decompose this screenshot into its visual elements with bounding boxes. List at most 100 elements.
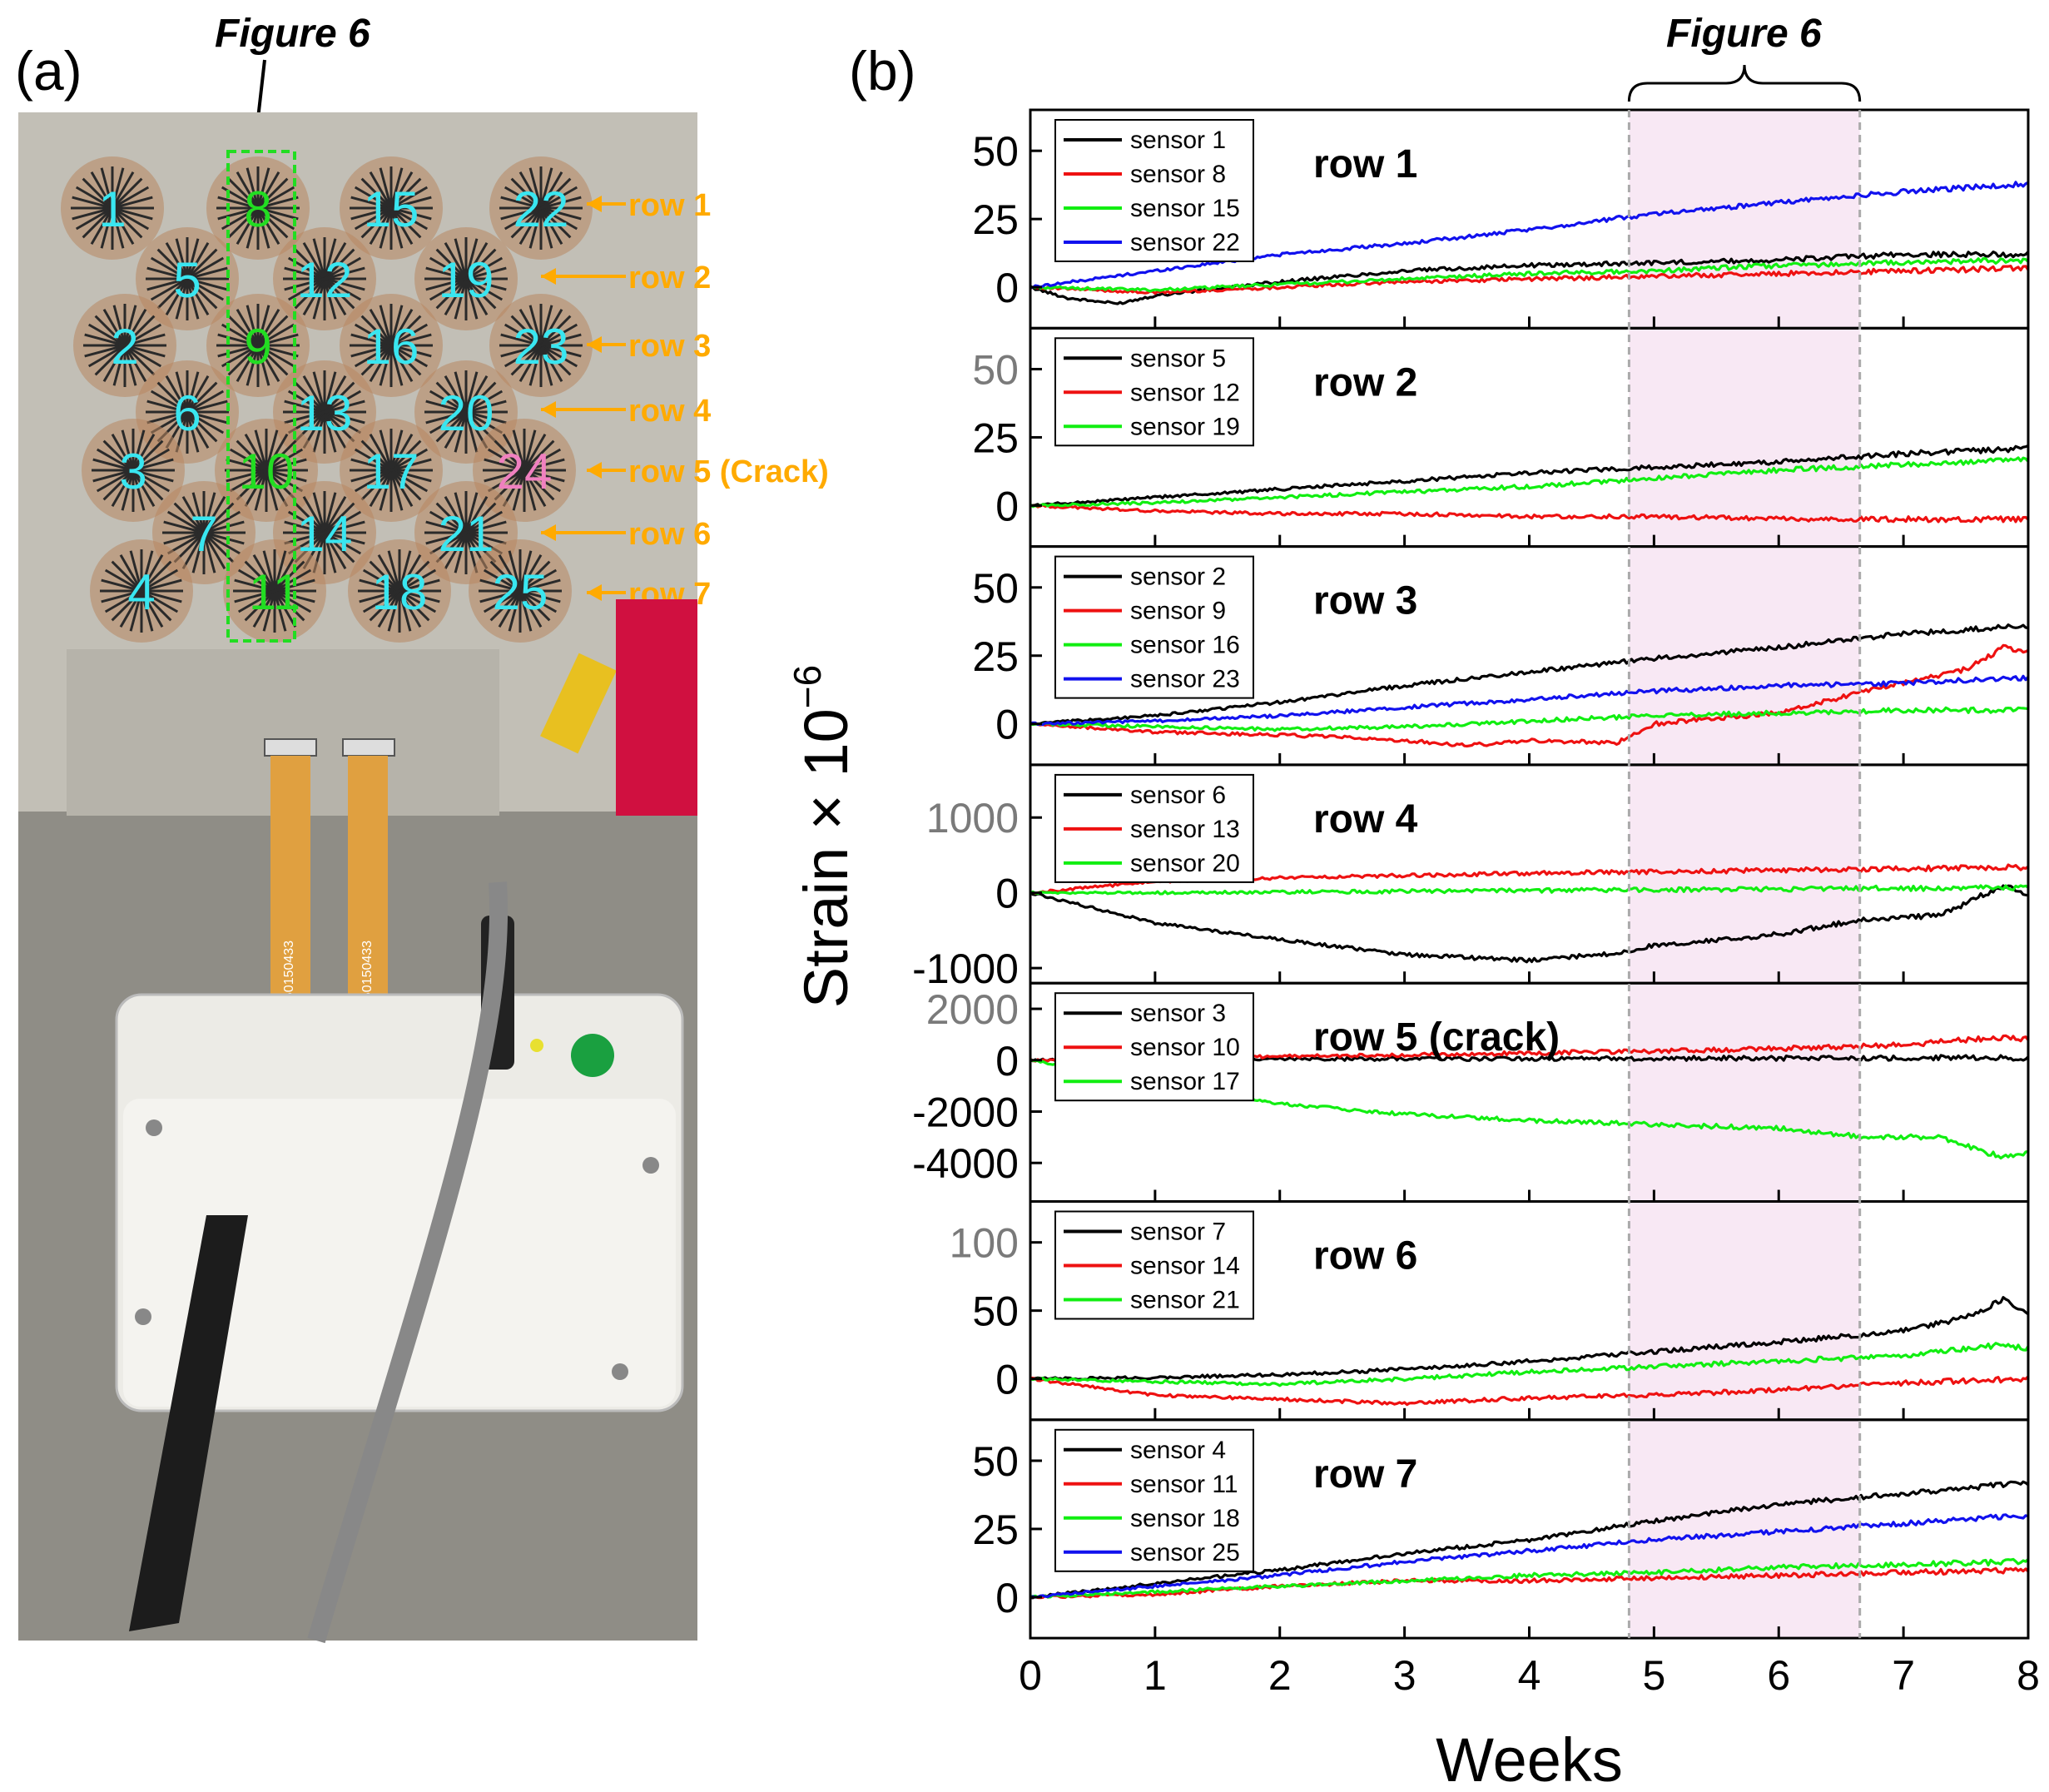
y-tick-label: 25 [972, 196, 1019, 243]
sensor-number: 20 [439, 385, 494, 441]
sensor-gauge-spoke [350, 196, 432, 221]
sensor-gauge-spoke [350, 333, 432, 358]
sensor-pad [489, 294, 593, 397]
y-axis-label-text: Strain × 10 [791, 708, 861, 1008]
sensor-gauge-spoke [359, 578, 440, 603]
y-axis-label: Strain × 10−6 [786, 665, 861, 1008]
legend-entry: sensor 21 [1130, 1287, 1240, 1314]
legend-entry: sensor 7 [1130, 1219, 1226, 1246]
sensor-gauge-spoke [484, 458, 565, 483]
sensor-number: 9 [244, 319, 271, 375]
series-line-sensor-19 [1029, 456, 2030, 509]
legend: sensor 3 sensor 10 sensor 17 [1054, 992, 1254, 1102]
x-tick-label: 7 [1892, 1652, 1915, 1699]
row-panel-3: 50 25 0 sensor 2 sensor 9 sensor 16 sensor 23 r… [972, 545, 2030, 767]
sensor-gauge-spoke [146, 266, 228, 291]
series-group [1029, 1480, 2030, 1600]
y-tick-label: 50 [972, 346, 1019, 393]
legend: sensor 6 sensor 13 sensor 20 [1054, 773, 1254, 883]
row-label-6: row 6 [541, 517, 711, 552]
yellow-led [530, 1039, 543, 1052]
row-arrow-head [587, 462, 602, 479]
sensor-gauge-spoke [101, 578, 182, 603]
panel-a-photo: (a) Figure 6 1 8 15 225 12 192 9 16 236 13 203 10 17… [15, 12, 829, 1644]
legend-entry: sensor 11 [1130, 1471, 1238, 1498]
legend: sensor 1 sensor 8 sensor 15 sensor 22 [1054, 119, 1254, 262]
connector-left [264, 738, 317, 757]
sensor-number: 18 [372, 564, 428, 620]
row-arrow-head [587, 584, 602, 601]
sensor-number: 11 [249, 564, 300, 620]
sensor-gauge-spoke [217, 196, 299, 221]
antenna [129, 1215, 248, 1631]
series-line-sensor-11 [1029, 1566, 2030, 1600]
y-tick-label: 1000 [926, 795, 1019, 841]
sensor-pad [414, 227, 518, 330]
sensor-gauge-spoke [72, 196, 153, 221]
legend-entry: sensor 14 [1130, 1253, 1240, 1280]
y-tick-label: 50 [972, 1438, 1019, 1485]
y-tick-label: 50 [972, 128, 1019, 175]
series-line-sensor-16 [1029, 706, 2029, 732]
series-line-sensor-22 [1029, 181, 2029, 290]
panel-b-label: (b) [849, 40, 916, 102]
y-tick-label: 0 [995, 483, 1019, 529]
series-line-sensor-12 [1029, 504, 2030, 524]
x-tick-label: 3 [1393, 1652, 1416, 1699]
y-tick-label: 0 [995, 702, 1019, 748]
legend-entry: sensor 15 [1130, 195, 1240, 222]
legend-box [1054, 119, 1254, 262]
y-tick-label: 0 [995, 1038, 1019, 1085]
figure6-window [1629, 110, 1860, 1639]
row-title: row 7 [1313, 1452, 1417, 1497]
sensor-number: 6 [173, 385, 201, 441]
y-tick-label: 0 [995, 871, 1019, 917]
series-line-sensor-20 [1029, 884, 2029, 896]
series-line-sensor-7 [1029, 1296, 2029, 1382]
x-tick-label: 8 [2017, 1652, 2040, 1699]
row-label-text: row 2 [628, 261, 711, 295]
series-group [1029, 1296, 2030, 1407]
box-screw [146, 1119, 162, 1136]
sensor-pad [136, 227, 239, 330]
sensor-gauge-spoke [163, 520, 245, 545]
sensor-number: 8 [244, 181, 271, 237]
row-label-text: row 3 [628, 329, 711, 364]
series-line-sensor-4 [1029, 1480, 2029, 1600]
legend-entry: sensor 10 [1130, 1034, 1240, 1061]
series-line-sensor-25 [1029, 1513, 2029, 1599]
row-title: row 3 [1313, 579, 1417, 623]
row-label-2: row 2 [541, 261, 711, 295]
legend-box [1054, 555, 1254, 699]
sensor-gauge-spoke [146, 400, 228, 424]
legend-entry: sensor 20 [1130, 850, 1240, 877]
legend-entry: sensor 22 [1130, 229, 1240, 256]
row-arrow-head [541, 524, 556, 541]
sensor-number: 3 [119, 444, 146, 499]
legend-entry: sensor 4 [1130, 1437, 1226, 1464]
sensor-gauge-spoke [284, 266, 365, 291]
row-panel-6: 100 50 0 sensor 7 sensor 14 sensor 21 row 6 [950, 1200, 2030, 1422]
row-label-text: row 5 (Crack) [628, 454, 829, 489]
cable-code-right: 150150433 [360, 941, 375, 1007]
series-line-sensor-2 [1029, 623, 2029, 726]
legend: sensor 5 sensor 12 sensor 19 [1054, 337, 1254, 447]
legend-entry: sensor 23 [1130, 666, 1240, 693]
sensor-number: 22 [513, 181, 569, 237]
legend-entry: sensor 5 [1130, 345, 1226, 372]
sensor-pads [61, 156, 593, 643]
sensor-pad [473, 419, 576, 522]
x-tick-label: 4 [1518, 1652, 1541, 1699]
figure6-highlight-box [226, 150, 296, 643]
row-title: row 1 [1313, 142, 1417, 186]
sensor-gauge-spoke [284, 400, 365, 424]
row-panel-5: 2000 0-2000 -4000 sensor 3 sensor 10 sensor 1… [912, 981, 2030, 1203]
series-group [1029, 444, 2030, 524]
row-panel-1: 50 25 0 sensor 1 sensor 8 sensor 15 sensor 22 r… [972, 108, 2030, 330]
sensor-gauge-spoke [479, 578, 561, 603]
row-arrow-head [541, 401, 556, 418]
sensor-number: 5 [173, 252, 201, 308]
sensor-pad [73, 294, 176, 397]
connector-right [342, 738, 395, 757]
sensor-number: 13 [297, 385, 353, 441]
